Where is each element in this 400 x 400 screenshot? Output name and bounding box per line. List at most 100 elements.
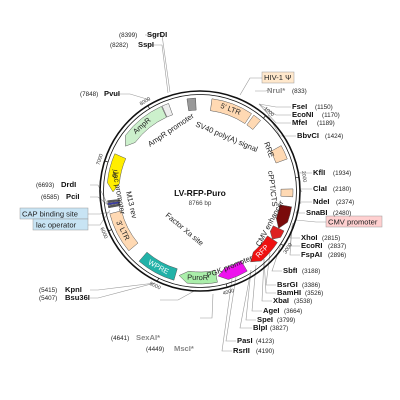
site-name: SnaBI <box>306 208 328 217</box>
site-position: (2480) <box>333 210 351 217</box>
site-position: (8399) <box>119 32 137 39</box>
cmv-promoter-label: CMV promoter <box>328 218 378 227</box>
site-name: Bsu36I <box>65 293 90 302</box>
feature-ltr5 <box>210 98 252 124</box>
tick-mark <box>280 243 284 247</box>
site-position: (4123) <box>256 338 274 345</box>
site-name: SbfI <box>283 266 297 275</box>
site-name: SpeI <box>257 315 273 324</box>
site-name: PvuI <box>104 89 120 98</box>
site-position: (6585) <box>41 194 59 201</box>
tick-mark <box>156 278 160 282</box>
site-position: (1934) <box>333 170 351 177</box>
feature-ampr <box>125 106 167 147</box>
backbone-inner-circle <box>103 94 297 288</box>
site-name: ClaI <box>313 184 327 193</box>
site-position: (3538) <box>294 298 312 305</box>
site-position: (3526) <box>305 290 323 297</box>
site-position: (4641) <box>111 335 129 342</box>
feature-wpre <box>138 251 178 281</box>
site-position: (4190) <box>256 348 274 355</box>
tick-label: 7000 <box>96 153 105 166</box>
feature-rre <box>270 145 288 164</box>
site-name: BlpI <box>253 323 267 332</box>
site-name: SgrDI <box>147 30 167 39</box>
site-position: (2180) <box>333 186 351 193</box>
site-position: (2896) <box>328 252 346 259</box>
site-position: (2837) <box>328 243 346 250</box>
site-position: (1189) <box>317 120 335 127</box>
feature-amprprom <box>161 103 173 118</box>
tick-label: 2000 <box>300 171 308 183</box>
factor-xa-label: Factor Xa site <box>164 211 206 248</box>
tick-label: 5000 <box>148 281 161 291</box>
tick-label: 4000 <box>222 288 235 297</box>
site-position: (833) <box>292 88 307 95</box>
tick-mark <box>108 229 112 232</box>
feature-ltr3 <box>109 210 139 252</box>
feature-cppt <box>280 188 294 198</box>
tick-label: 8000 <box>139 96 152 107</box>
hiv1-psi-label: HIV-1 Ψ <box>264 73 291 82</box>
rre-label: RRE <box>262 141 276 159</box>
plasmid-size: 8766 bp <box>189 200 212 207</box>
sites-right: NruI* (833) FseI (1150) EcoNI (1170) Mfe… <box>233 86 354 355</box>
site-position: (7848) <box>80 91 98 98</box>
tick-mark <box>225 283 228 288</box>
tick-label: 3000 <box>283 242 294 255</box>
feature-label-ori: ori <box>109 168 120 178</box>
site-name: XbaI <box>273 296 289 305</box>
site-position: (1170) <box>322 112 340 119</box>
site-name: KflI <box>313 168 325 177</box>
site-name: PciI <box>66 192 80 201</box>
site-position: (6693) <box>36 182 54 189</box>
feature-capbs <box>107 201 121 206</box>
site-name: EcoRI <box>301 241 323 250</box>
site-position: (3827) <box>270 325 288 332</box>
sites-left: (8399) SgrDI (8282) SspI (7848) PvuI (66… <box>36 30 194 353</box>
feature-sv40 <box>186 97 197 112</box>
site-position: (1424) <box>325 133 343 140</box>
tick-label: 6000 <box>98 227 108 240</box>
site-position: (3188) <box>302 268 320 275</box>
cap-binding-site-label: CAP binding site <box>22 210 78 219</box>
feature-cmv-enh <box>276 204 292 229</box>
cppt-cts-label: cPPT/CTS <box>266 170 279 207</box>
tick-mark <box>147 105 150 109</box>
feature-lacprom <box>107 199 120 203</box>
site-position: (2815) <box>322 235 340 242</box>
feature-psi <box>246 114 261 130</box>
site-name: AgeI <box>263 306 279 315</box>
site-name: NdeI <box>313 197 329 206</box>
feature-puror <box>178 270 218 285</box>
lac-operator-label: lac operator <box>36 221 77 230</box>
site-position: (3664) <box>284 308 302 315</box>
site-name: MscI* <box>174 344 194 353</box>
site-name: EcoNI <box>292 110 314 119</box>
hiv1-psi-box <box>261 71 295 84</box>
plasmid-name: LV-RFP-Puro <box>174 188 226 198</box>
lac-operator-box <box>32 218 89 231</box>
feature-ori <box>107 153 127 193</box>
site-name: BsrGI <box>277 280 298 289</box>
site-name: PasI <box>237 336 253 345</box>
site-name: SexAI* <box>136 333 160 342</box>
site-position: (5407) <box>39 295 57 302</box>
site-position: (5415) <box>39 287 57 294</box>
feature-rfp <box>250 235 278 263</box>
tick-mark <box>104 160 109 163</box>
site-position: (3386) <box>302 282 320 289</box>
feature-lacop <box>107 203 121 209</box>
site-position: (3799) <box>277 317 295 324</box>
site-position: (1150) <box>315 104 333 111</box>
site-name: DrdI <box>61 180 76 189</box>
feature-pgk <box>217 260 248 280</box>
feature-label-puror: PuroR <box>187 273 208 283</box>
site-name: BbvCI <box>297 131 319 140</box>
site-name: KpnI <box>65 285 82 294</box>
site-name: XhoI <box>301 233 317 242</box>
site-name: NruI* <box>267 86 285 95</box>
site-position: (2374) <box>336 199 354 206</box>
tick-mark <box>263 115 266 119</box>
